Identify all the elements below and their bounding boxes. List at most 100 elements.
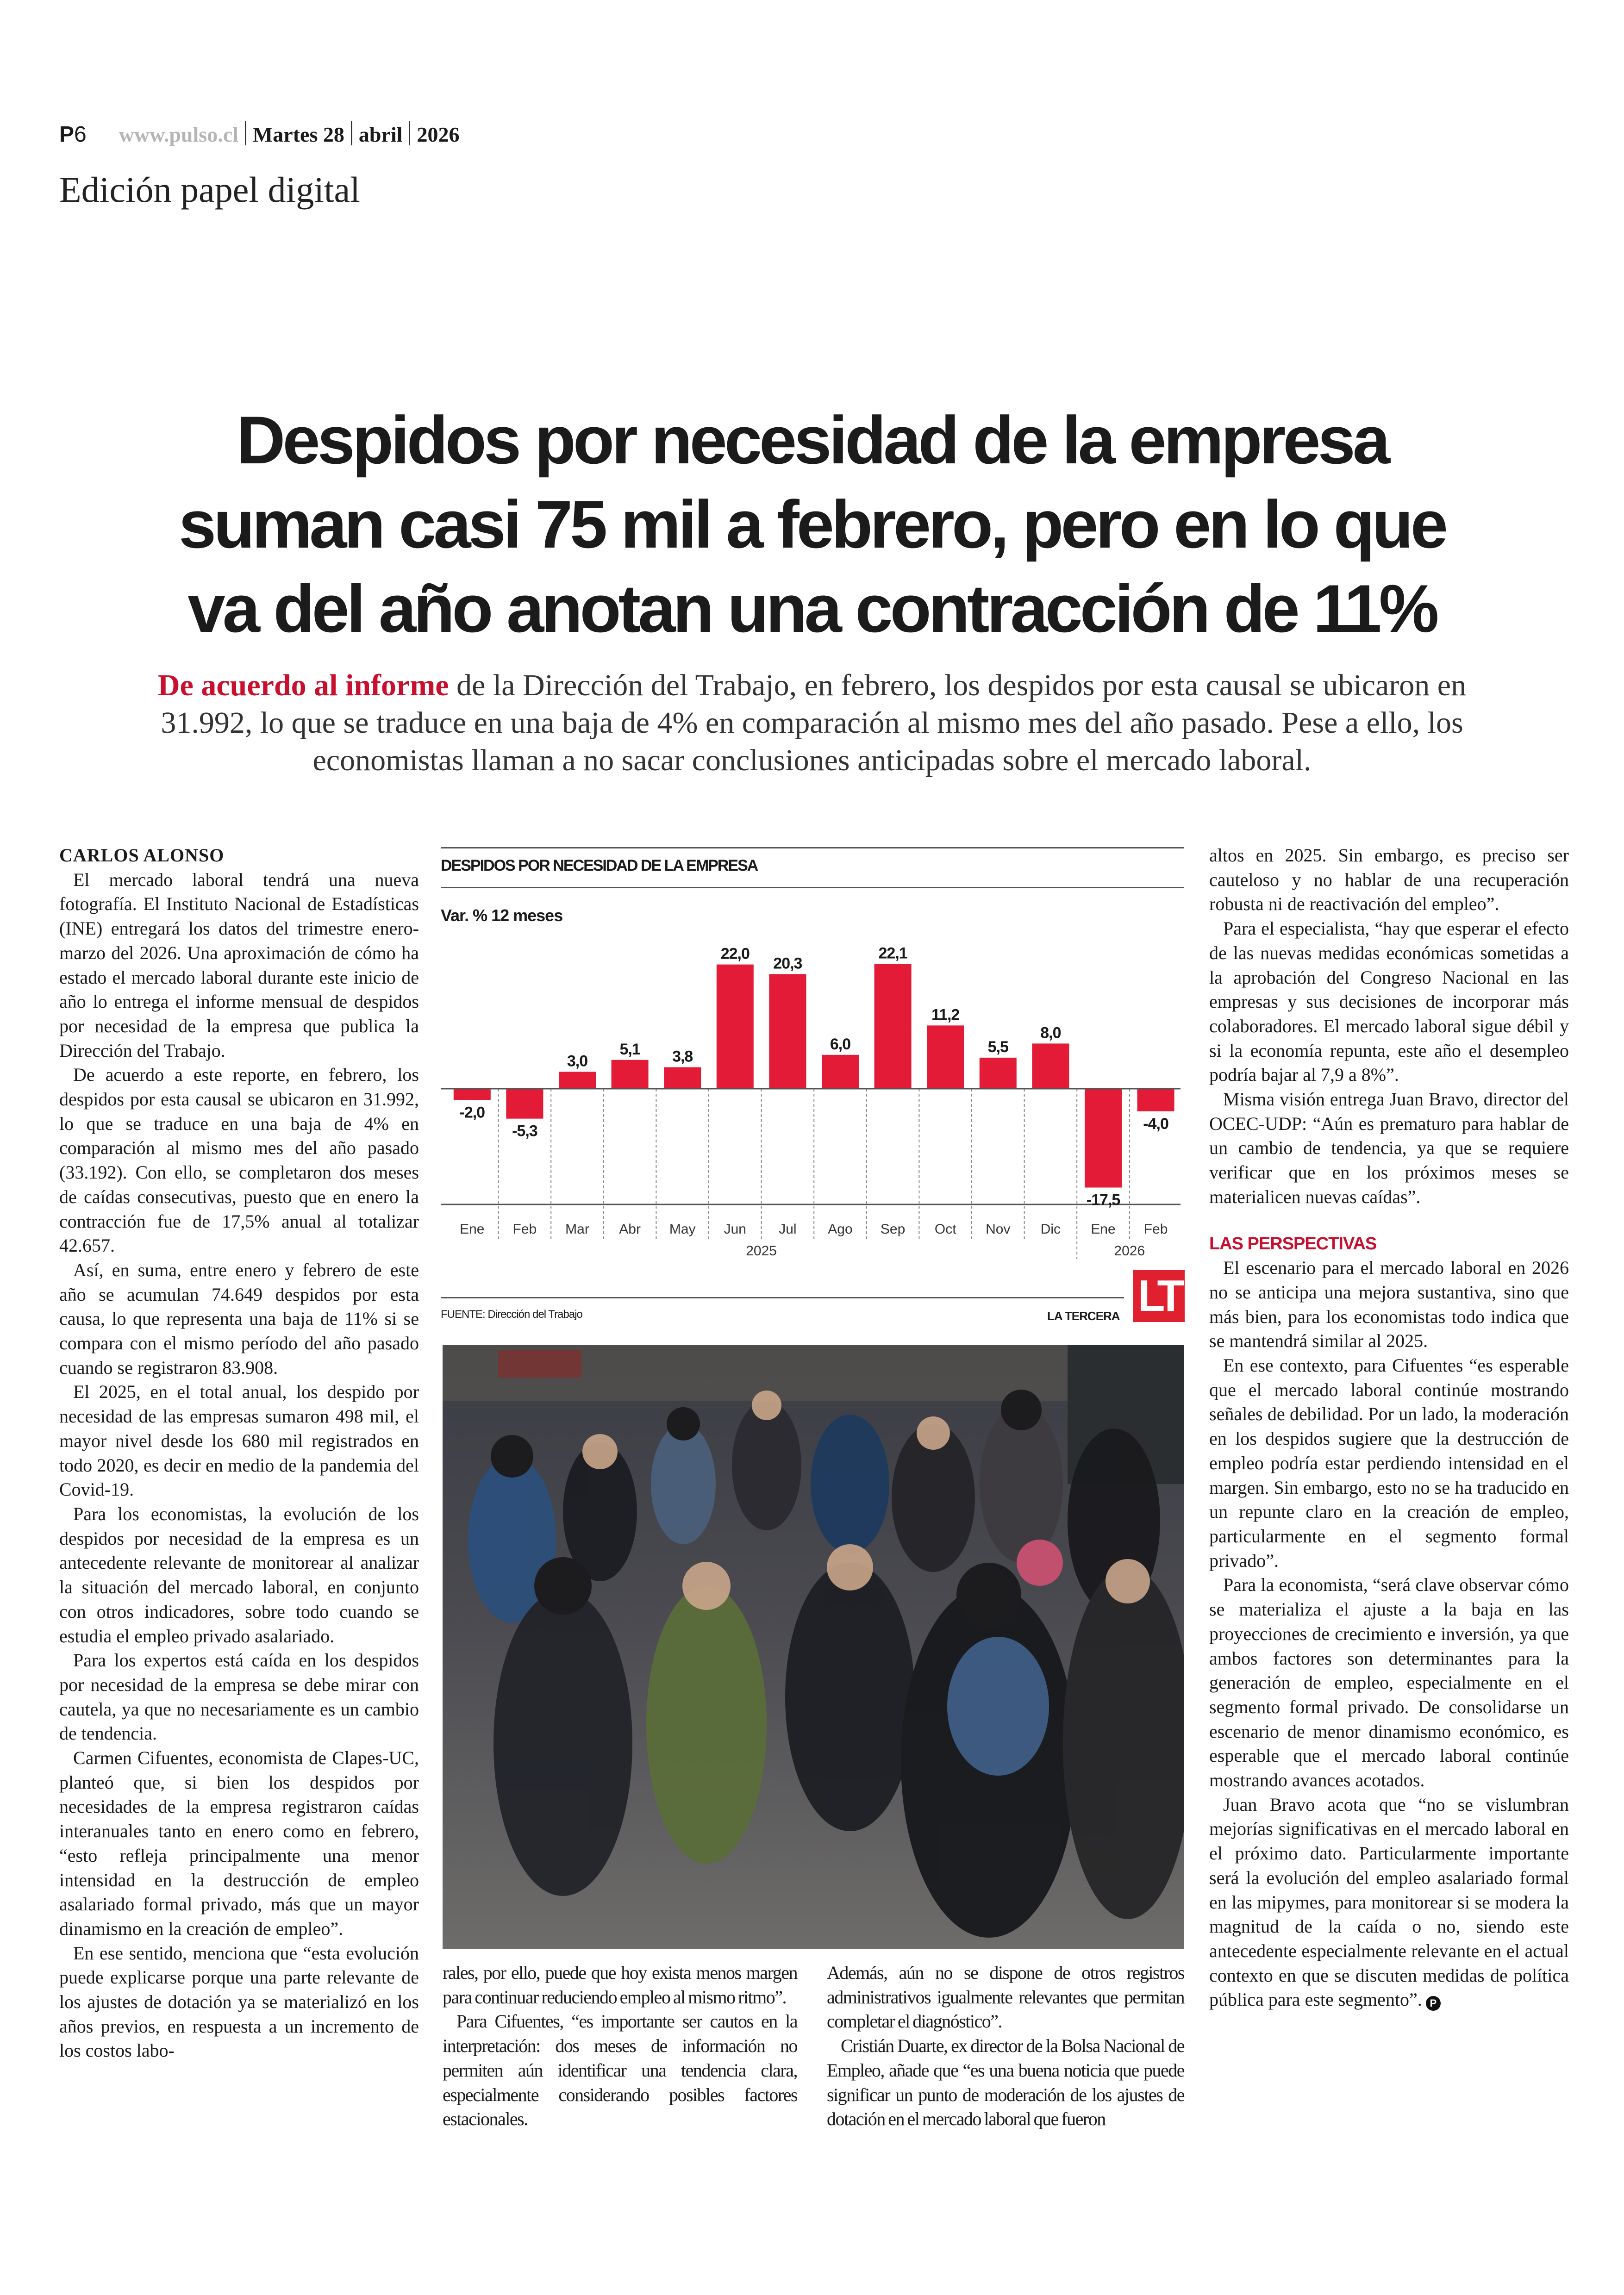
bar-abr-3 xyxy=(611,1060,649,1089)
section-subhead: LAS PERSPECTIVAS xyxy=(1209,1234,1377,1254)
data-label: 22,1 xyxy=(879,944,907,962)
article-column-2b: Además, aún no se dispone de otros regis… xyxy=(827,1961,1185,2132)
paragraph: En ese contexto, para Cifuentes “es espe… xyxy=(1209,1355,1569,1571)
paragraph: Para los expertos está caída en los desp… xyxy=(59,1650,419,1744)
paragraph: Para el especialista, “hay que esperar e… xyxy=(1209,918,1569,1085)
paragraph: Para Cifuentes, “es importante ser cauto… xyxy=(443,2011,798,2130)
deck-text: 31.992, lo que se traduce en una baja de… xyxy=(161,706,1463,740)
paragraph: Además, aún no se dispone de otros regis… xyxy=(827,1962,1185,2032)
bar-ene-0 xyxy=(453,1089,491,1100)
deck-text: economistas llaman a no sacar conclusion… xyxy=(312,743,1312,777)
page-number: 6 xyxy=(74,122,87,147)
brand-name: LA TERCERA xyxy=(1047,1309,1120,1323)
bar-mar-2 xyxy=(559,1072,596,1089)
date-day: Martes 28 xyxy=(252,123,344,146)
data-label: 20,3 xyxy=(773,954,802,972)
paragraph: Para la economista, “será clave observar… xyxy=(1209,1574,1569,1791)
paragraph: Así, en suma, entre enero y febrero de e… xyxy=(59,1259,419,1378)
edition-label: Edición papel digital xyxy=(59,169,360,210)
x-tick-label: Abr xyxy=(619,1222,641,1237)
headline: Despidos por necesidad de la empresa sum… xyxy=(0,398,1624,651)
bar-oct-9 xyxy=(927,1025,964,1089)
x-tick-label: Jun xyxy=(724,1222,746,1237)
paragraph: Carmen Cifuentes, economista de Clapes-U… xyxy=(59,1747,419,1939)
paragraph: Juan Bravo acota que “no se vislumbran m… xyxy=(1209,1793,1569,2012)
date-year: 2026 xyxy=(417,123,460,146)
crowd-photo xyxy=(443,1345,1184,1949)
article-column-2a: rales, por ello, puede que hoy exista me… xyxy=(443,1961,798,2132)
site-url[interactable]: www.pulso.cl xyxy=(119,123,238,146)
paragraph: altos en 2025. Sin embargo, es preciso s… xyxy=(1209,845,1569,915)
bar-chart: -2,0Ene-5,3Feb3,0Mar5,1Abr3,8May22,0Jun2… xyxy=(441,944,1181,1259)
bar-dic-11 xyxy=(1032,1043,1069,1089)
bar-jun-5 xyxy=(716,964,754,1089)
x-tick-label: Dic xyxy=(1041,1222,1061,1237)
bar-ene-12 xyxy=(1085,1089,1122,1188)
page-letter: P xyxy=(59,122,75,147)
x-tick-label: Mar xyxy=(565,1222,589,1237)
data-label: -2,0 xyxy=(460,1104,485,1121)
deck-lead: De acuerdo al informe xyxy=(157,668,449,702)
article-column-3: altos en 2025. Sin embargo, es preciso s… xyxy=(1209,843,1569,2012)
bar-nov-10 xyxy=(979,1057,1017,1089)
end-mark-icon: P xyxy=(1425,1996,1441,2011)
chart-top-rule xyxy=(441,847,1184,848)
paragraph: Para los economistas, la evolución de lo… xyxy=(59,1503,419,1646)
divider xyxy=(244,121,246,145)
bar-sep-8 xyxy=(874,964,912,1089)
paragraph: El mercado laboral tendrá una nueva foto… xyxy=(59,869,419,1061)
x-tick-label: May xyxy=(669,1222,696,1237)
article-column-1: CARLOS ALONSO El mercado laboral tendrá … xyxy=(59,843,419,2063)
la-tercera-logo: LT xyxy=(1133,1270,1185,1322)
x-tick-label: Ago xyxy=(828,1222,852,1237)
deck-text: de la Dirección del Trabajo, en febrero,… xyxy=(449,668,1467,702)
data-label: 22,0 xyxy=(721,945,750,963)
date-month: abril xyxy=(358,123,403,146)
chart: DESPIDOS POR NECESIDAD DE LA EMPRESA Var… xyxy=(441,847,1184,925)
bar-feb-13 xyxy=(1137,1089,1174,1111)
data-label: 6,0 xyxy=(830,1035,850,1053)
bar-ago-7 xyxy=(822,1054,859,1089)
paragraph: De acuerdo a este reporte, en febrero, l… xyxy=(59,1064,419,1256)
source-text: Dirección del Trabajo xyxy=(485,1308,582,1321)
bar-feb-1 xyxy=(506,1089,543,1119)
chart-title: DESPIDOS POR NECESIDAD DE LA EMPRESA xyxy=(441,857,758,874)
data-label: 8,0 xyxy=(1040,1024,1061,1041)
chart-source: FUENTE: Dirección del Trabajo xyxy=(441,1308,583,1321)
x-tick-label: Nov xyxy=(986,1222,1010,1237)
divider xyxy=(409,121,411,145)
x-tick-label: Oct xyxy=(935,1222,956,1237)
paragraph: Cristián Duarte, ex director de la Bolsa… xyxy=(827,2035,1185,2130)
chart-title-rule xyxy=(441,887,1184,888)
x-tick-label: Sep xyxy=(881,1222,905,1237)
data-label: 5,1 xyxy=(619,1041,640,1058)
folio: P6 www.pulso.cl Martes 28 abril 2026 xyxy=(59,121,459,147)
x-tick-label: Ene xyxy=(460,1222,484,1237)
bar-jul-6 xyxy=(769,974,806,1089)
source-label: FUENTE: xyxy=(441,1308,486,1321)
paragraph: En ese sentido, menciona que “esta evolu… xyxy=(59,1942,419,2061)
data-label: 3,0 xyxy=(567,1052,587,1070)
paragraph: El escenario para el mercado laboral en … xyxy=(1209,1257,1569,1352)
paragraph-text: Juan Bravo acota que “no se vislumbran m… xyxy=(1209,1794,1569,2010)
data-label: 11,2 xyxy=(931,1006,959,1023)
data-label: 5,5 xyxy=(988,1038,1008,1056)
headline-line: Despidos por necesidad de la empresa xyxy=(237,402,1390,478)
x-tick-label: Feb xyxy=(513,1222,537,1237)
x-tick-label: Feb xyxy=(1144,1222,1168,1237)
headline-line: va del año anotan una contracción de 11% xyxy=(187,571,1439,646)
year-label: 2025 xyxy=(746,1243,777,1259)
x-tick-label: Jul xyxy=(779,1222,796,1237)
bar-may-4 xyxy=(664,1067,701,1089)
byline: CARLOS ALONSO xyxy=(59,845,225,866)
chart-y-label: Var. % 12 meses xyxy=(441,906,563,925)
chart-bottom-rule xyxy=(441,1297,1124,1298)
paragraph: Misma visión entrega Juan Bravo, directo… xyxy=(1209,1089,1569,1207)
divider xyxy=(350,121,352,145)
paragraph: El 2025, en el total anual, los despido … xyxy=(59,1381,419,1500)
year-label: 2026 xyxy=(1114,1243,1145,1259)
x-tick-label: Ene xyxy=(1091,1222,1115,1237)
headline-line: suman casi 75 mil a febrero, pero en lo … xyxy=(179,486,1448,562)
data-label: 3,8 xyxy=(672,1048,693,1066)
data-label: -4,0 xyxy=(1143,1115,1168,1133)
